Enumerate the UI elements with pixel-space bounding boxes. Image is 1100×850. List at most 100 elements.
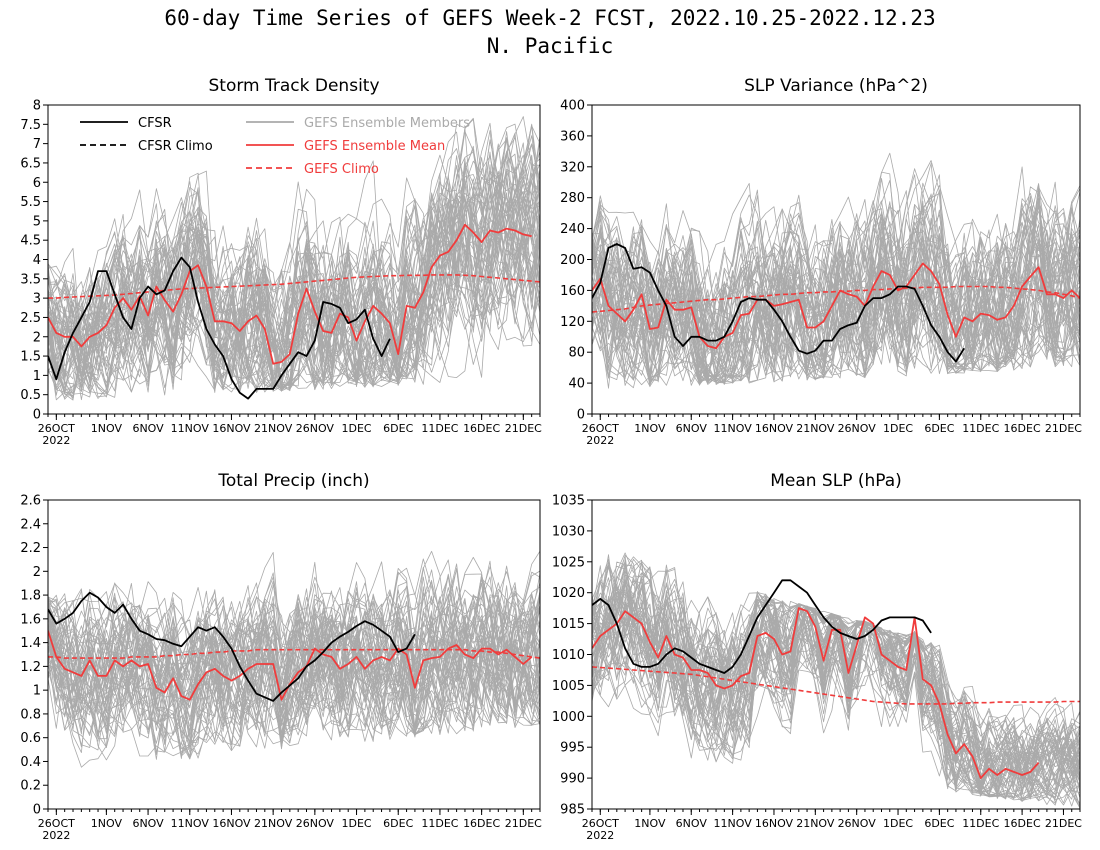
legend-label-cfsr-climo: CFSR Climo	[138, 139, 213, 154]
x-tick-label: 11DEC	[962, 817, 999, 830]
x-tick-label: 16DEC	[463, 422, 500, 435]
panel-title: Mean SLP (hPa)	[770, 471, 902, 491]
y-tick-label: 4	[33, 253, 41, 268]
series-ens-mean	[48, 630, 533, 701]
y-tick-label: 995	[560, 741, 585, 756]
y-tick-label: 1.5	[20, 350, 41, 365]
x-tick-label: 26OCT	[582, 817, 619, 830]
ensemble-member-line	[592, 220, 1080, 381]
ensemble-member-line	[48, 151, 540, 387]
x-tick-label: 1NOV	[634, 817, 666, 830]
y-tick-label: 1.2	[20, 660, 41, 675]
ensemble-member-line	[48, 131, 540, 390]
x-tick-label: 21NOV	[796, 422, 835, 435]
x-tick-label: 16NOV	[755, 422, 794, 435]
y-tick-label: 0	[577, 408, 585, 423]
y-tick-label: 1000	[552, 710, 585, 725]
ensemble-member-line	[48, 122, 540, 389]
y-tick-label: 0.8	[20, 707, 41, 722]
ensemble-member-line	[592, 181, 1080, 377]
x-tick-label: 21DEC	[1045, 817, 1082, 830]
ensemble-member-line	[48, 597, 540, 742]
y-tick-label: 6.5	[20, 156, 41, 171]
y-tick-label: 8	[33, 99, 41, 114]
x-tick-label: 1DEC	[341, 817, 371, 830]
ensemble-member-line	[592, 555, 1080, 802]
y-tick-label: 1	[33, 369, 41, 384]
legend: CFSR CFSR Climo GEFS Ensemble Members GEFS …	[80, 116, 470, 177]
ensemble-member-line	[48, 565, 540, 757]
ensemble-member-line	[592, 190, 1080, 372]
y-tick-label: 1.4	[20, 636, 41, 651]
ensemble-member-line	[592, 567, 1080, 796]
y-tick-label: 6	[33, 176, 41, 191]
ensemble-member-line	[48, 164, 540, 393]
series-gefs-climo	[592, 666, 1080, 705]
y-tick-label: 7	[33, 137, 41, 152]
ensemble-member-line	[48, 116, 540, 390]
y-tick-label: 240	[560, 222, 585, 237]
x-tick-label: 26NOV	[296, 817, 335, 830]
chart-panel-0: Storm Track Density 0 0.5 1 1.5 2 2.5 3 3.5 4 4.5 5…	[20, 76, 542, 447]
series-cfsr	[48, 256, 391, 400]
x-tick-label: 16DEC	[1004, 817, 1041, 830]
ensemble-member-line	[48, 137, 540, 386]
y-tick-label: 0.4	[20, 755, 41, 770]
ensemble-member-line	[48, 582, 540, 745]
x-tick-label: 21DEC	[1045, 422, 1082, 435]
x-tick-label: 11NOV	[171, 422, 210, 435]
y-tick-label: 120	[560, 315, 585, 330]
x-tick-label: 11NOV	[714, 422, 753, 435]
x-tick-label: 21NOV	[254, 817, 293, 830]
series-gefs-climo	[48, 274, 540, 299]
y-tick-label: 4.5	[20, 234, 41, 249]
ensemble-member-line	[48, 135, 540, 394]
y-tick-label: 0.2	[20, 779, 41, 794]
y-tick-label: 2.5	[20, 311, 41, 326]
x-tick-label: 11DEC	[421, 422, 458, 435]
y-tick-label: 0.6	[20, 731, 41, 746]
ensemble-member-line	[592, 561, 1080, 786]
y-tick-label: 2.2	[20, 541, 41, 556]
ensemble-member-line	[48, 582, 540, 747]
y-tick-label: 5	[33, 214, 41, 229]
plot-frame	[47, 499, 541, 810]
x-tick-label: 6NOV	[132, 817, 164, 830]
y-tick-label: 1.6	[20, 612, 41, 627]
x-tick-label: 21NOV	[796, 817, 835, 830]
legend-label-ens-mean: GEFS Ensemble Mean	[304, 139, 445, 154]
y-tick-label: 3	[33, 292, 41, 307]
series-cfsr	[592, 579, 932, 674]
ensemble-members	[48, 550, 540, 768]
x-tick-label: 16NOV	[212, 422, 251, 435]
ensemble-member-line	[48, 571, 540, 731]
x-tick-label: 26OCT	[582, 422, 619, 435]
x-year-label: 2022	[586, 434, 614, 447]
y-tick-label: 0.5	[20, 388, 41, 403]
ensemble-member-line	[592, 603, 1080, 807]
y-tick-label: 80	[568, 346, 585, 361]
ensemble-member-line	[592, 220, 1080, 379]
x-tick-label: 6DEC	[383, 817, 413, 830]
ensemble-member-line	[592, 174, 1080, 386]
y-tick-label: 990	[560, 772, 585, 787]
y-tick-label: 1.8	[20, 589, 41, 604]
ensemble-member-line	[592, 564, 1080, 804]
y-tick-label: 1025	[552, 555, 585, 570]
ensemble-member-line	[592, 567, 1080, 801]
chart-panel-2: Total Precip (inch) 0 0.2 0.4 0.6 0.8 1 1.2 1.4 1…	[20, 471, 542, 842]
ensemble-member-line	[592, 199, 1080, 379]
legend-label-cfsr: CFSR	[138, 116, 172, 131]
x-tick-label: 1DEC	[883, 422, 913, 435]
x-tick-label: 1DEC	[341, 422, 371, 435]
x-tick-label: 21NOV	[254, 422, 293, 435]
y-tick-label: 40	[568, 377, 585, 392]
ensemble-member-line	[592, 575, 1080, 806]
x-tick-label: 1NOV	[91, 422, 123, 435]
figure-subtitle: N. Pacific	[486, 34, 614, 58]
y-tick-label: 360	[560, 129, 585, 144]
x-tick-label: 1DEC	[883, 817, 913, 830]
x-tick-label: 6NOV	[676, 422, 708, 435]
x-tick-label: 16DEC	[1004, 422, 1041, 435]
x-tick-label: 6DEC	[383, 422, 413, 435]
